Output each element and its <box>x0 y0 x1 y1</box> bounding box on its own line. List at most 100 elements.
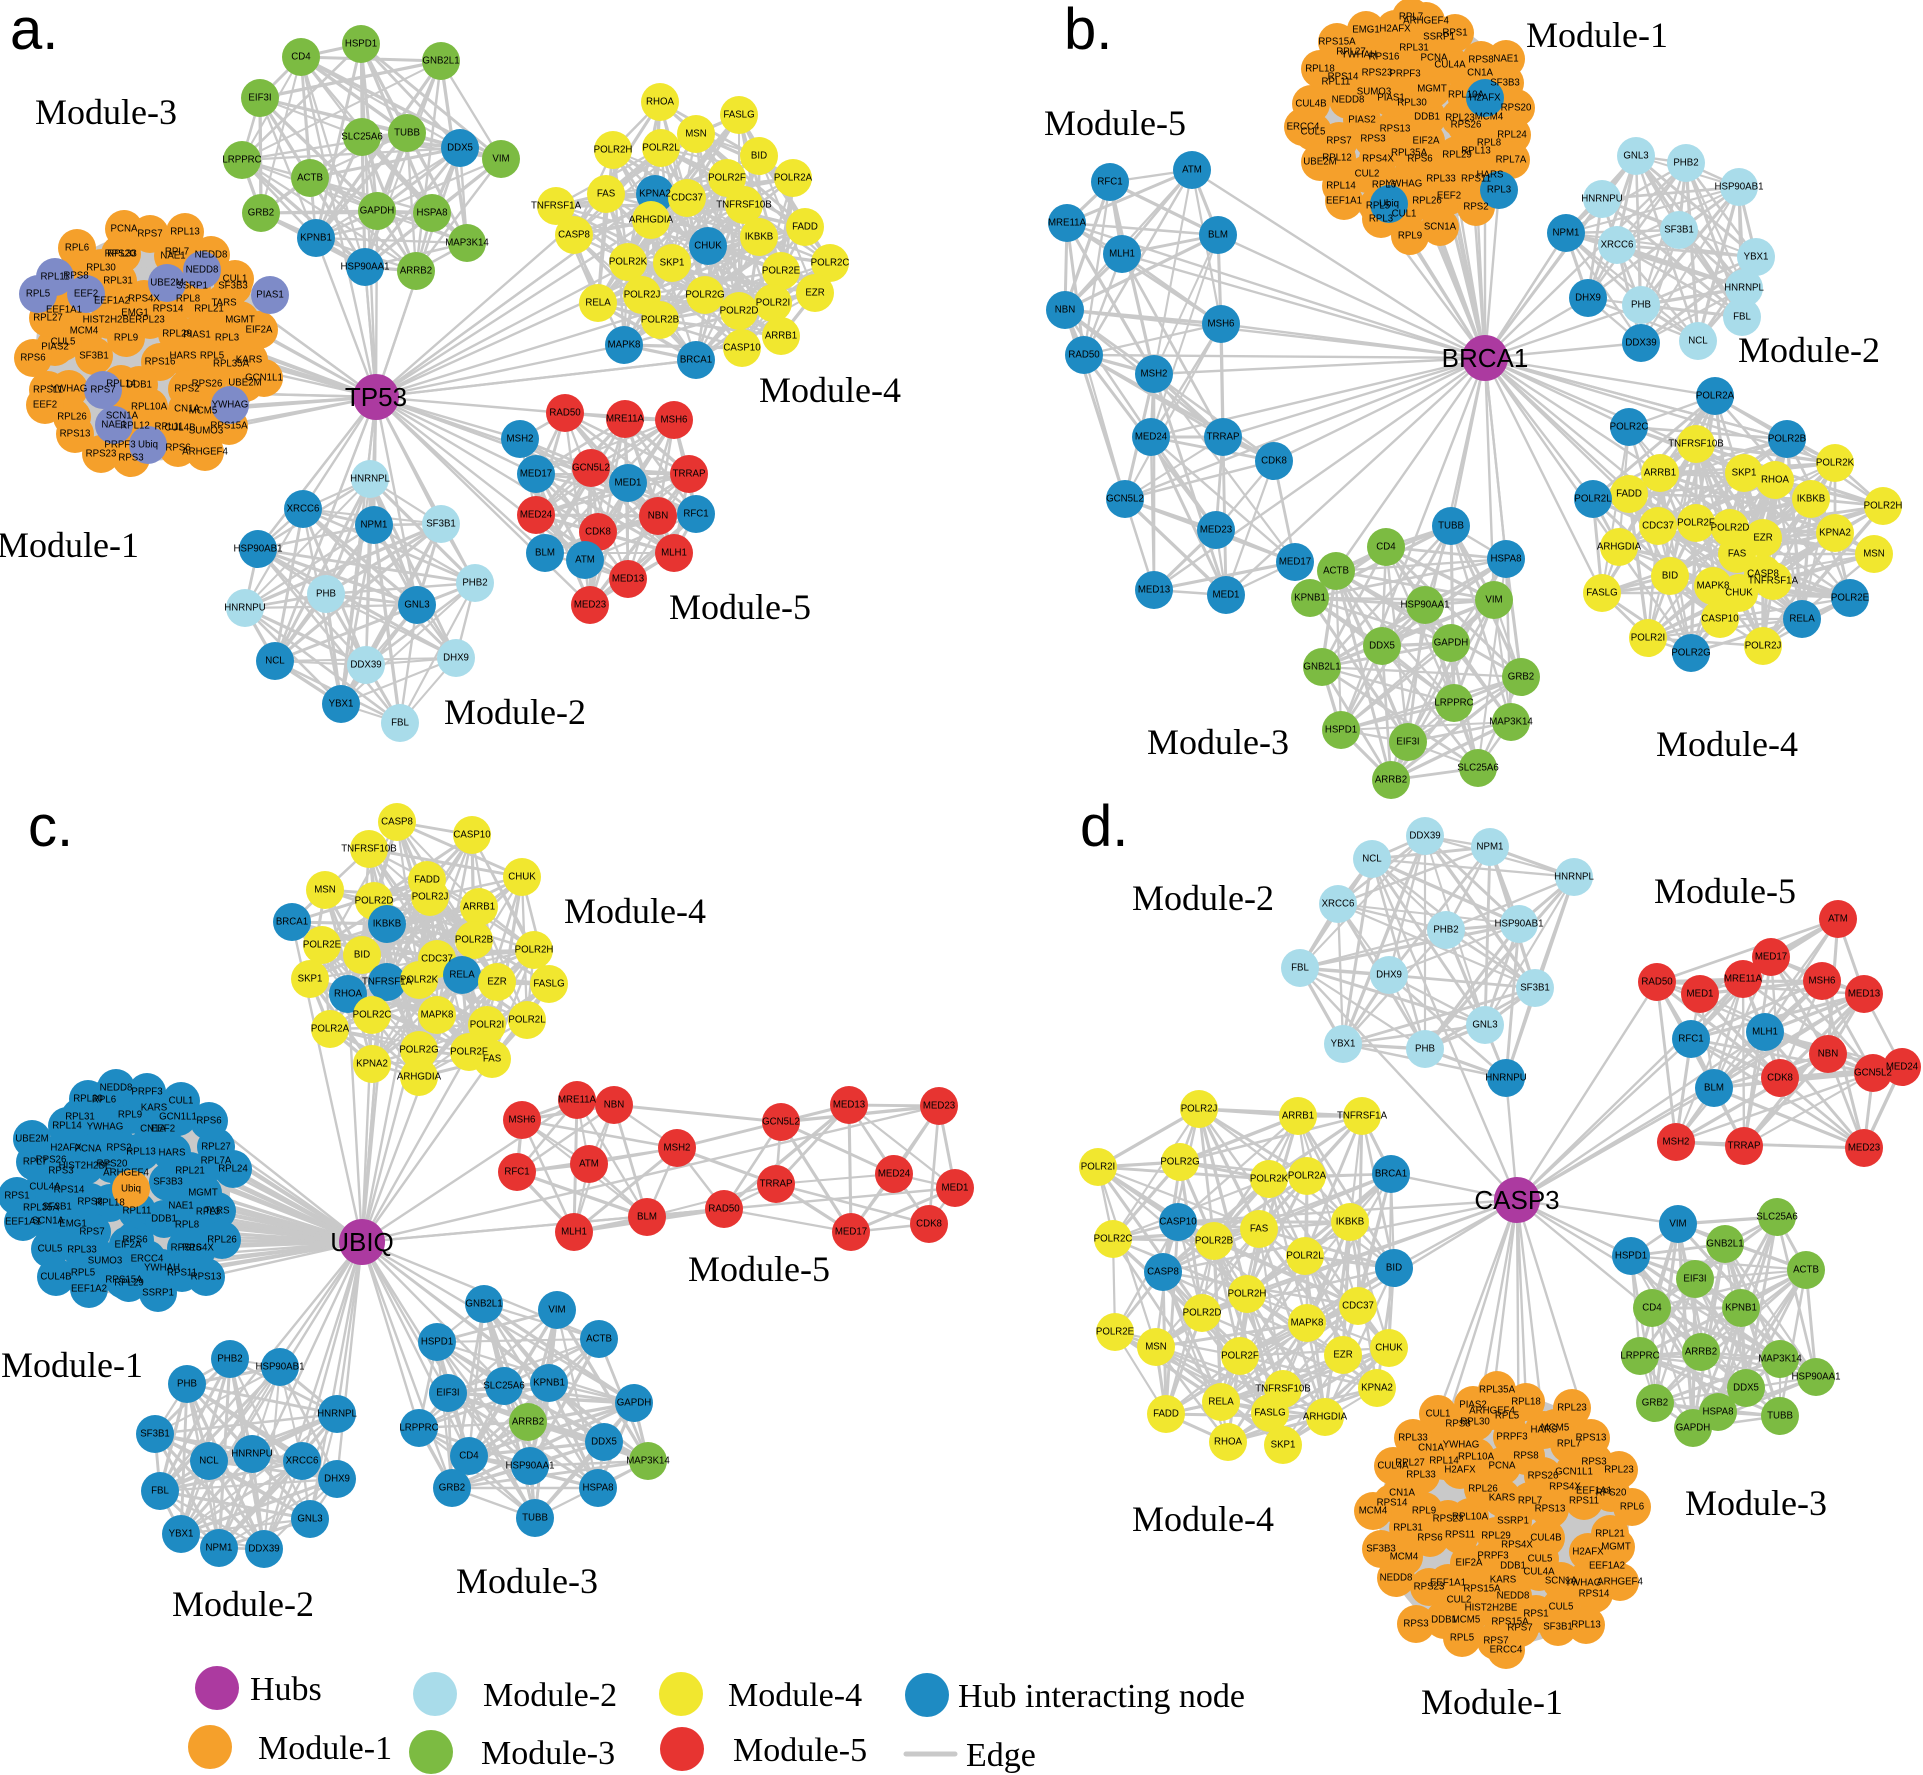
svg-text:SCN1A: SCN1A <box>1545 1576 1578 1587</box>
svg-text:KARS: KARS <box>1489 1493 1516 1504</box>
svg-text:RPL23: RPL23 <box>1445 113 1475 124</box>
svg-text:HSP90AA1: HSP90AA1 <box>505 1461 554 1472</box>
svg-text:ATM: ATM <box>1182 165 1202 176</box>
svg-text:Hub interacting node: Hub interacting node <box>958 1678 1245 1715</box>
svg-text:TNFRSF10B: TNFRSF10B <box>341 844 396 855</box>
svg-text:H2AFX: H2AFX <box>1444 1465 1476 1476</box>
svg-text:RPL24: RPL24 <box>218 1164 248 1175</box>
svg-text:TNFRSF10B: TNFRSF10B <box>1255 1384 1310 1395</box>
svg-text:POLR2A: POLR2A <box>1288 1171 1327 1182</box>
svg-text:HSPA8: HSPA8 <box>416 208 447 219</box>
svg-text:MSH2: MSH2 <box>664 1143 691 1154</box>
svg-text:Module-5: Module-5 <box>1044 103 1186 143</box>
svg-text:DDX5: DDX5 <box>447 143 473 154</box>
svg-text:RPL7: RPL7 <box>1557 1439 1581 1450</box>
svg-text:Module-3: Module-3 <box>481 1735 615 1772</box>
svg-text:HNRNPL: HNRNPL <box>350 474 390 485</box>
svg-text:Module-4: Module-4 <box>564 891 706 931</box>
svg-text:RPL5: RPL5 <box>71 1268 95 1279</box>
svg-text:Module-2: Module-2 <box>444 692 586 732</box>
svg-text:RPL29: RPL29 <box>1481 1531 1511 1542</box>
svg-text:HNRNPU: HNRNPU <box>1485 1073 1526 1084</box>
svg-text:LRPPRC: LRPPRC <box>399 1423 438 1434</box>
svg-text:UBE2M: UBE2M <box>15 1134 48 1145</box>
svg-text:RPL26: RPL26 <box>1412 196 1442 207</box>
svg-text:RPS2: RPS2 <box>1463 202 1488 213</box>
svg-text:POLR2K: POLR2K <box>609 257 648 268</box>
svg-text:ARHGDIA: ARHGDIA <box>1597 542 1642 553</box>
svg-text:IKBKB: IKBKB <box>745 232 774 243</box>
svg-text:YWHAG: YWHAG <box>1565 1578 1602 1589</box>
svg-text:RPL33: RPL33 <box>1406 1470 1436 1481</box>
svg-text:RPL7A: RPL7A <box>201 1156 232 1167</box>
svg-text:MED24: MED24 <box>878 1169 911 1180</box>
svg-text:IKBKB: IKBKB <box>1797 494 1826 505</box>
svg-text:FASLG: FASLG <box>1586 588 1617 599</box>
svg-text:H2AFX: H2AFX <box>50 1143 82 1154</box>
svg-text:HIST2H2BE: HIST2H2BE <box>83 315 136 326</box>
svg-text:MED23: MED23 <box>923 1101 955 1112</box>
svg-text:RPL24: RPL24 <box>1497 130 1527 141</box>
svg-text:POLR2D: POLR2D <box>355 896 394 907</box>
svg-text:RPS11: RPS11 <box>1445 1530 1475 1541</box>
svg-text:POLR2E: POLR2E <box>1831 593 1870 604</box>
svg-text:MED24: MED24 <box>1135 432 1168 443</box>
svg-text:RPS7: RPS7 <box>79 1227 104 1238</box>
svg-text:CUL5: CUL5 <box>1301 127 1326 138</box>
svg-text:SSRP1: SSRP1 <box>142 1288 174 1299</box>
svg-text:POLR2I: POLR2I <box>756 298 790 309</box>
svg-text:ARRB2: ARRB2 <box>512 1417 544 1428</box>
svg-text:SF3B1: SF3B1 <box>1664 225 1694 236</box>
svg-text:POLR2H: POLR2H <box>594 145 633 156</box>
svg-text:RPL12: RPL12 <box>120 421 150 432</box>
svg-text:HARS: HARS <box>159 1148 186 1159</box>
svg-text:RPS20: RPS20 <box>1501 103 1532 114</box>
svg-text:PIAS1: PIAS1 <box>256 290 283 301</box>
svg-text:HARS: HARS <box>170 351 197 362</box>
svg-text:CN1A: CN1A <box>140 1124 166 1135</box>
svg-text:RPL6: RPL6 <box>1620 1502 1644 1513</box>
svg-text:EEF1A1: EEF1A1 <box>1326 196 1362 207</box>
svg-text:PHB: PHB <box>1415 1044 1435 1055</box>
svg-text:IKBKB: IKBKB <box>373 919 402 930</box>
svg-text:HSP90AB1: HSP90AB1 <box>255 1362 304 1373</box>
svg-text:Module-2: Module-2 <box>1132 878 1274 918</box>
svg-text:CHUK: CHUK <box>508 872 536 883</box>
svg-text:MLH1: MLH1 <box>1752 1027 1778 1038</box>
svg-text:Module-1: Module-1 <box>0 525 139 565</box>
svg-text:BID: BID <box>751 151 767 162</box>
svg-text:SKP1: SKP1 <box>660 258 685 269</box>
svg-text:DDX39: DDX39 <box>350 660 381 671</box>
svg-text:KPNA2: KPNA2 <box>356 1059 388 1070</box>
svg-text:Module-2: Module-2 <box>172 1584 314 1624</box>
svg-text:RPS16: RPS16 <box>171 1243 202 1254</box>
svg-text:FADD: FADD <box>792 222 818 233</box>
svg-text:POLR2G: POLR2G <box>399 1045 438 1056</box>
svg-text:KARS: KARS <box>1490 1575 1517 1586</box>
svg-text:RPL3: RPL3 <box>215 333 239 344</box>
svg-text:VIM: VIM <box>1485 595 1502 606</box>
svg-text:VIM: VIM <box>548 1305 565 1316</box>
svg-text:CHUK: CHUK <box>1375 1343 1403 1354</box>
svg-text:RPS2: RPS2 <box>174 384 199 395</box>
svg-text:RPS6: RPS6 <box>165 443 190 454</box>
svg-text:RPL31: RPL31 <box>65 1112 95 1123</box>
svg-text:RPS7: RPS7 <box>1483 1636 1508 1647</box>
svg-text:TRRAP: TRRAP <box>1207 432 1240 443</box>
svg-text:RPL31: RPL31 <box>103 276 133 287</box>
svg-text:RHOA: RHOA <box>646 97 675 108</box>
svg-text:NEDD8: NEDD8 <box>1332 95 1365 106</box>
svg-text:MED17: MED17 <box>520 469 552 480</box>
svg-text:RPL6: RPL6 <box>1372 180 1396 191</box>
svg-text:ARHGEF4: ARHGEF4 <box>1597 1577 1643 1588</box>
svg-text:RPS4X: RPS4X <box>1501 1540 1533 1551</box>
svg-text:POLR2H: POLR2H <box>515 945 554 956</box>
svg-text:RPL7: RPL7 <box>165 247 189 258</box>
svg-text:ACTB: ACTB <box>297 173 323 184</box>
svg-text:SSRP1: SSRP1 <box>1497 1516 1529 1527</box>
svg-text:FASLG: FASLG <box>533 979 564 990</box>
svg-text:POLR2D: POLR2D <box>1711 523 1750 534</box>
svg-text:RELA: RELA <box>449 970 475 981</box>
svg-text:HNRNPU: HNRNPU <box>231 1449 272 1460</box>
svg-text:CASP10: CASP10 <box>1159 1217 1197 1228</box>
